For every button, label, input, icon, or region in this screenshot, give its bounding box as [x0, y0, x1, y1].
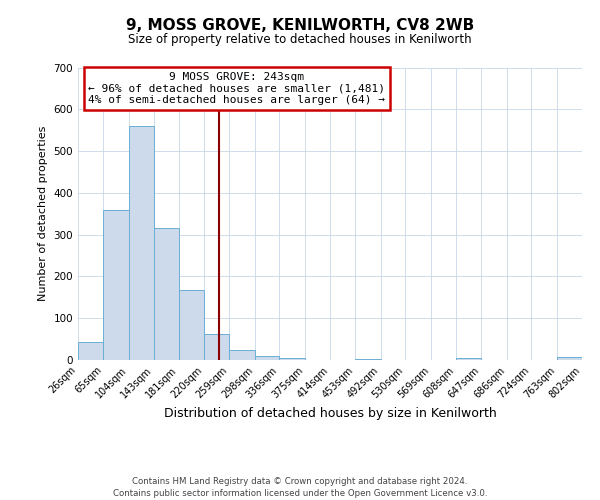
Bar: [154, 228, 179, 360]
Bar: [557, 358, 582, 360]
X-axis label: Distribution of detached houses by size in Kenilworth: Distribution of detached houses by size …: [164, 406, 496, 420]
Bar: [229, 350, 254, 360]
Bar: [280, 358, 305, 360]
Text: Contains HM Land Registry data © Crown copyright and database right 2024.: Contains HM Land Registry data © Crown c…: [132, 478, 468, 486]
Bar: [128, 126, 154, 360]
Text: 9 MOSS GROVE: 243sqm
← 96% of detached houses are smaller (1,481)
4% of semi-det: 9 MOSS GROVE: 243sqm ← 96% of detached h…: [88, 72, 385, 105]
Text: 9, MOSS GROVE, KENILWORTH, CV8 2WB: 9, MOSS GROVE, KENILWORTH, CV8 2WB: [126, 18, 474, 32]
Text: Size of property relative to detached houses in Kenilworth: Size of property relative to detached ho…: [128, 32, 472, 46]
Bar: [103, 210, 128, 360]
Y-axis label: Number of detached properties: Number of detached properties: [38, 126, 48, 302]
Bar: [204, 334, 229, 360]
Bar: [179, 290, 204, 360]
Bar: [78, 342, 103, 360]
Bar: [355, 358, 380, 360]
Bar: [456, 358, 481, 360]
Text: Contains public sector information licensed under the Open Government Licence v3: Contains public sector information licen…: [113, 489, 487, 498]
Bar: [254, 356, 280, 360]
